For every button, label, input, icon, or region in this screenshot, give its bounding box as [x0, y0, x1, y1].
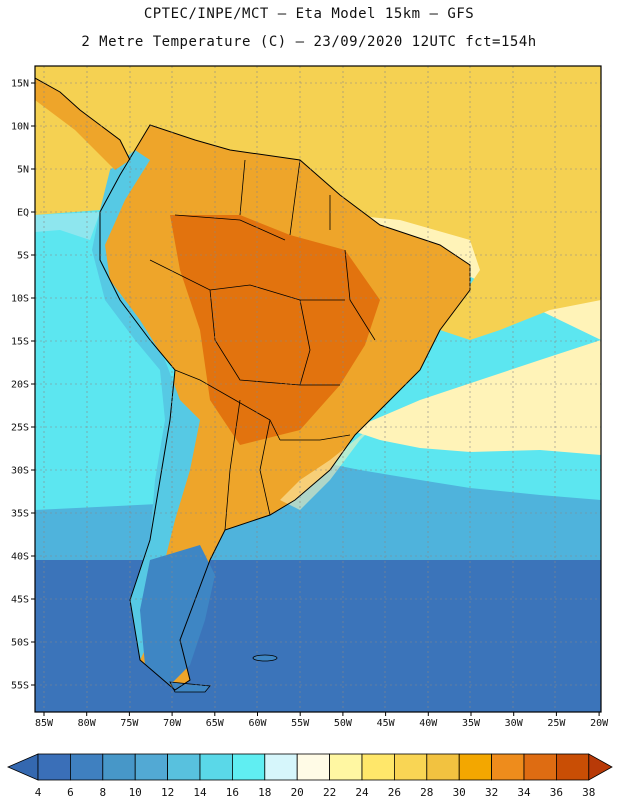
lat-label: 30S	[11, 466, 29, 477]
lon-label: 80W	[78, 718, 97, 729]
colorbar-label: 16	[226, 786, 239, 799]
lat-label: 50S	[11, 638, 29, 649]
pacific-eq-band	[35, 212, 100, 240]
colorbar-swatch	[556, 753, 590, 781]
colorbar-swatch	[199, 753, 233, 781]
colorbar: 4 6 8 10 12 14 16 18 20 22 24 26 28 30 32 34 36 38	[6, 753, 613, 799]
lat-label: 10S	[11, 294, 29, 305]
lon-label: 40W	[419, 718, 438, 729]
colorbar-label: 30	[453, 786, 466, 799]
lon-label: 20W	[590, 718, 609, 729]
lon-label: 85W	[35, 718, 54, 729]
colorbar-swatch	[393, 753, 428, 781]
colorbar-label: 8	[99, 786, 106, 799]
falkland-islands	[252, 654, 278, 662]
colorbar-arrow-left	[6, 753, 39, 781]
colorbar-swatch	[361, 753, 395, 781]
colorbar-swatch	[329, 753, 363, 781]
central-america-coast	[35, 77, 131, 161]
colorbar-arrow-right	[588, 753, 613, 781]
colorbar-swatch	[491, 753, 525, 781]
longitude-labels: 85W 80W 75W 70W 65W 60W 55W 50W 45W 40W 35W 30W 25W 2…	[35, 712, 609, 729]
coastline	[99, 124, 471, 691]
lon-label: 50W	[334, 718, 353, 729]
lat-label: 55S	[11, 681, 29, 692]
lon-label: 55W	[291, 718, 310, 729]
colorbar-label: 10	[129, 786, 142, 799]
lon-label: 30W	[505, 718, 524, 729]
colorbar-label: 34	[517, 786, 531, 799]
patagonia-cold	[140, 545, 215, 685]
colorbar-swatch	[37, 753, 71, 781]
lat-label: 25S	[11, 423, 29, 434]
lon-label: 75W	[120, 718, 139, 729]
lat-label: 15N	[11, 79, 29, 90]
lon-label: 35W	[462, 718, 481, 729]
colorbar-label: 26	[388, 786, 401, 799]
colorbar-swatch	[167, 753, 201, 781]
colorbar-label: 36	[550, 786, 563, 799]
colorbar-label: 24	[355, 786, 369, 799]
colorbar-swatch	[264, 753, 298, 781]
colorbar-swatch	[523, 753, 557, 781]
lat-label: 5N	[17, 165, 29, 176]
land-hot-core	[170, 215, 380, 445]
colorbar-label: 14	[193, 786, 207, 799]
lat-label: 15S	[11, 337, 29, 348]
lat-label: EQ	[17, 208, 29, 219]
colorbar-swatch	[231, 753, 266, 781]
coastal-warm-strip	[280, 420, 380, 510]
lon-label: 65W	[206, 718, 225, 729]
lat-label: 10N	[11, 122, 29, 133]
colorbar-label: 38	[582, 786, 595, 799]
colorbar-label: 12	[161, 786, 174, 799]
chart-title-line1: CPTEC/INPE/MCT – Eta Model 15km – GFS	[143, 6, 475, 22]
colorbar-swatch	[70, 753, 104, 781]
lat-lon-grid	[35, 66, 601, 712]
lon-label: 45W	[377, 718, 396, 729]
map-field	[35, 66, 601, 712]
colorbar-label: 32	[485, 786, 498, 799]
colorbar-label: 28	[420, 786, 433, 799]
colorbar-swatch	[134, 753, 168, 781]
colorbar-label: 18	[258, 786, 271, 799]
colorbar-label: 22	[323, 786, 336, 799]
latitude-labels: 15N 10N 5N EQ 5S 10S 15S 20S 25S 30S 35S 40S 45S 50S 5…	[11, 79, 35, 692]
andes-cold-ridge	[92, 150, 200, 660]
lat-label: 40S	[11, 552, 29, 563]
lon-label: 25W	[547, 718, 566, 729]
lat-label: 35S	[11, 509, 29, 520]
colorbar-swatch	[458, 753, 493, 781]
lat-label: 5S	[17, 251, 29, 262]
colorbar-swatch	[296, 753, 331, 781]
chart-title-line2: 2 Metre Temperature (C) – 23/09/2020 12U…	[81, 34, 537, 50]
colorbar-label: 4	[35, 786, 42, 799]
lon-label: 70W	[163, 718, 182, 729]
map-frame	[34, 65, 602, 713]
lat-label: 20S	[11, 380, 29, 391]
colorbar-swatch	[426, 753, 460, 781]
colorbar-swatch	[102, 753, 136, 781]
lon-label: 60W	[248, 718, 267, 729]
lat-label: 45S	[11, 595, 29, 606]
colorbar-label: 20	[291, 786, 304, 799]
central-america-land	[35, 78, 130, 170]
colorbar-label: 6	[67, 786, 74, 799]
